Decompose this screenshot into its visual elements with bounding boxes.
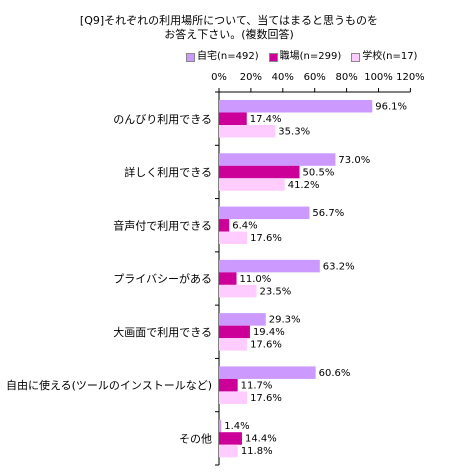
bar: [219, 100, 373, 113]
legend-item-home: 自宅(n=492): [186, 51, 259, 63]
legend-swatch-school: [351, 52, 361, 62]
data-label: 23.5%: [259, 286, 291, 297]
x-tick-label: 80%: [335, 72, 357, 83]
category-label: その他: [179, 432, 212, 445]
category-label: 大画面で利用できる: [113, 325, 212, 339]
category-label: 音声付で利用できる: [113, 218, 212, 232]
x-tick-label: 20%: [240, 72, 262, 83]
data-label: 17.6%: [250, 393, 282, 404]
category-label: 詳しく利用できる: [124, 165, 212, 179]
bar: [219, 391, 248, 404]
bar: [219, 366, 316, 379]
data-label: 63.2%: [323, 261, 355, 272]
bar: [219, 272, 237, 285]
data-label: 11.8%: [241, 446, 273, 457]
data-label: 56.7%: [312, 208, 344, 219]
category-label: のんびり利用できる: [113, 113, 212, 126]
bar: [219, 112, 247, 125]
legend-label-work: 職場(n=299): [279, 51, 342, 62]
bar: [219, 444, 238, 458]
x-tick-label: 100%: [364, 72, 393, 83]
chart-title-line-1: [Q9]それぞれの利用場所について、当てはまると思うものを: [79, 14, 379, 27]
bar: [219, 153, 336, 166]
data-label: 1.4%: [224, 421, 249, 432]
data-label: 17.6%: [250, 340, 282, 351]
data-label: 17.4%: [250, 114, 282, 125]
data-label: 17.6%: [250, 233, 282, 244]
bar: [219, 325, 250, 339]
bar: [219, 313, 266, 326]
category-label: プライバシーがある: [113, 272, 212, 286]
bar: [219, 378, 238, 392]
bar: [219, 432, 242, 445]
bar: [219, 419, 222, 433]
category-label: 自由に使える(ツールのインストールなど): [6, 378, 212, 392]
bar: [219, 338, 248, 351]
bar: [219, 178, 285, 191]
data-label: 11.0%: [240, 274, 272, 285]
bar: [219, 125, 276, 138]
legend-label-school: 学校(n=17): [362, 51, 418, 62]
data-label: 6.4%: [232, 221, 257, 232]
bar: [219, 165, 300, 179]
legend-label-home: 自宅(n=492): [197, 51, 259, 62]
bar: [219, 219, 230, 232]
legend: 自宅(n=492) 職場(n=299) 学校(n=17): [186, 51, 417, 63]
data-label: 19.4%: [253, 327, 285, 338]
data-label: 41.2%: [288, 180, 320, 191]
legend-item-school: 学校(n=17): [351, 51, 417, 63]
chart-title-line-2: お答え下さい。(複数回答): [164, 28, 294, 41]
bar: [219, 231, 248, 245]
data-label: 11.7%: [241, 380, 273, 391]
bar: [219, 206, 310, 220]
data-label: 14.4%: [245, 434, 277, 445]
x-tick-label: 40%: [272, 72, 294, 83]
bar: [219, 259, 320, 273]
legend-swatch-home: [186, 52, 195, 62]
data-label: 60.6%: [319, 368, 351, 379]
data-label: 73.0%: [338, 155, 370, 166]
data-label: 96.1%: [375, 102, 407, 113]
x-tick-label: 0%: [211, 72, 227, 83]
bar: [219, 284, 257, 298]
data-label: 50.5%: [303, 167, 335, 178]
x-tick-label: 120%: [396, 72, 425, 83]
legend-swatch-work: [268, 52, 278, 62]
data-label: 29.3%: [269, 315, 301, 326]
data-label: 35.3%: [278, 127, 310, 138]
x-tick-label: 60%: [304, 72, 326, 83]
legend-item-work: 職場(n=299): [268, 51, 342, 63]
